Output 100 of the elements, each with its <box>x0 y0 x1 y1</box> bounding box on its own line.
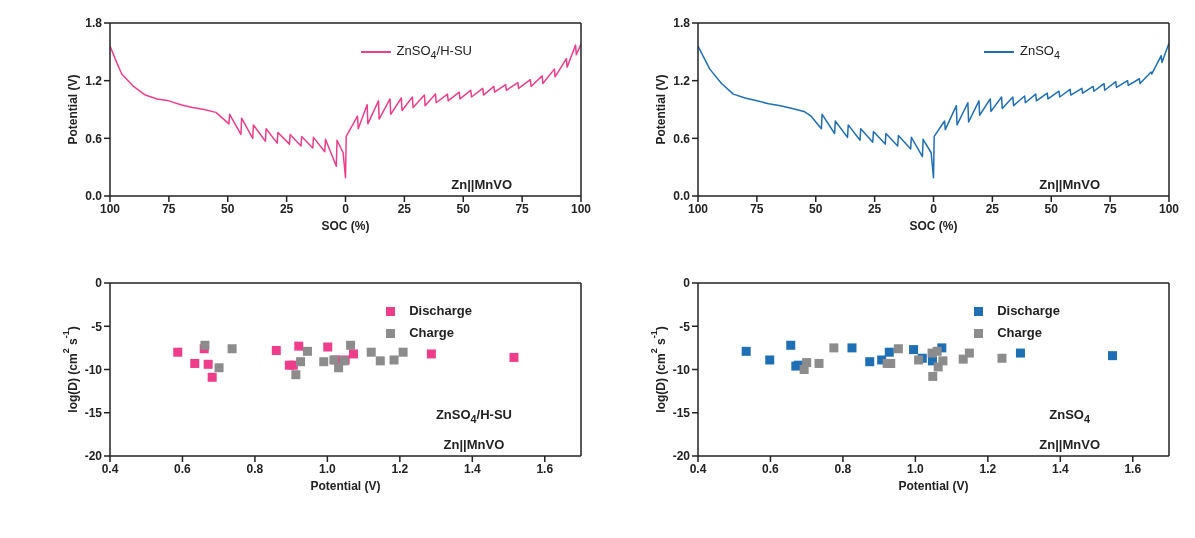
point <box>802 358 812 368</box>
legend-label: Discharge <box>997 303 1060 318</box>
point <box>302 346 312 356</box>
y-tick-label: 1.8 <box>673 16 691 31</box>
y-tick-label: 1.2 <box>673 73 691 88</box>
y-tick-label: 1.2 <box>85 73 103 88</box>
point <box>398 347 408 357</box>
legend-label: Discharge <box>409 303 472 318</box>
legend-label: Charge <box>997 325 1042 340</box>
point <box>346 340 356 350</box>
point <box>375 356 385 366</box>
y-tick-label: -15 <box>672 406 691 421</box>
x-tick-label: 0.4 <box>689 461 707 476</box>
x-tick-label: 1.6 <box>536 461 554 476</box>
point <box>964 348 974 358</box>
legend-label: ZnSO$_{4}$/H-SU <box>396 43 472 61</box>
y-tick-label: 0.0 <box>673 189 691 204</box>
x-tick-label: 1.2 <box>979 461 997 476</box>
legend-label: Charge <box>409 325 454 340</box>
x-tick-label: 0 <box>342 201 350 216</box>
x-axis-title: Potential (V) <box>898 479 969 493</box>
point <box>938 356 948 366</box>
x-tick-label: 25 <box>985 201 1000 216</box>
x-tick-label: 100 <box>99 201 121 216</box>
x-axis-title: Potential (V) <box>310 479 381 493</box>
point <box>909 345 919 355</box>
x-tick-label: 0.8 <box>246 461 264 476</box>
line-series <box>110 43 581 179</box>
x-tick-label: 25 <box>867 201 882 216</box>
x-tick-label: 1.2 <box>391 461 409 476</box>
y-axis-title: Potential (V) <box>653 74 668 145</box>
y-tick-label: -5 <box>679 319 691 334</box>
x-tick-label: 75 <box>162 201 176 216</box>
x-tick-label: 0.6 <box>762 461 780 476</box>
y-tick-label: 0.6 <box>85 131 103 146</box>
legend-label: ZnSO$_{4}$ <box>1020 43 1060 61</box>
point <box>296 357 306 367</box>
x-tick-label: 100 <box>1158 201 1180 216</box>
point <box>271 345 281 355</box>
point <box>741 346 751 356</box>
x-tick-label: 1.4 <box>1051 461 1069 476</box>
point <box>200 340 210 350</box>
point <box>884 347 894 357</box>
x-tick-label: 75 <box>515 201 530 216</box>
point <box>389 355 399 365</box>
x-tick-label: 75 <box>1103 201 1118 216</box>
point <box>786 340 796 350</box>
point <box>765 355 775 365</box>
point <box>366 347 376 357</box>
x-tick-label: 0.8 <box>834 461 852 476</box>
y-tick-label: -15 <box>84 406 103 421</box>
point <box>1015 348 1025 358</box>
point <box>509 352 519 362</box>
x-tick-label: 1.0 <box>319 461 337 476</box>
point <box>829 343 839 353</box>
y-tick-label: -5 <box>91 319 103 334</box>
point <box>893 344 903 354</box>
point <box>323 342 333 352</box>
y-tick-label: 0 <box>95 276 103 291</box>
annotation: ZnSO$_{4}$ <box>1048 406 1091 427</box>
point <box>814 358 824 368</box>
point <box>886 358 896 368</box>
x-axis-title: SOC (%) <box>321 219 370 233</box>
point <box>426 349 436 359</box>
x-tick-label: 25 <box>397 201 412 216</box>
point <box>997 353 1007 363</box>
point <box>334 363 344 373</box>
point <box>227 344 237 354</box>
x-tick-label: 1.0 <box>907 461 925 476</box>
x-tick-label: 100 <box>570 201 592 216</box>
x-tick-label: 25 <box>279 201 294 216</box>
x-tick-label: 100 <box>687 201 709 216</box>
x-tick-label: 50 <box>1044 201 1059 216</box>
y-tick-label: 0.6 <box>673 131 691 146</box>
point <box>319 357 329 367</box>
x-tick-label: 1.4 <box>463 461 481 476</box>
y-tick-label: -20 <box>84 449 103 464</box>
x-tick-label: 0.4 <box>101 461 119 476</box>
x-tick-label: 50 <box>809 201 823 216</box>
point <box>865 357 875 367</box>
x-tick-label: 50 <box>221 201 235 216</box>
annotation: Zn||MnVO <box>1039 436 1100 454</box>
y-tick-label: 1.8 <box>85 16 103 31</box>
y-axis-title: Potential (V) <box>65 74 80 145</box>
point <box>190 358 200 368</box>
point <box>207 372 217 382</box>
y-tick-label: 0 <box>683 276 691 291</box>
point <box>294 341 304 351</box>
y-tick-label: 0.0 <box>85 189 103 204</box>
x-tick-label: 75 <box>750 201 764 216</box>
point <box>348 349 358 359</box>
y-tick-label: -10 <box>84 362 103 377</box>
x-tick-label: 1.6 <box>1124 461 1142 476</box>
y-tick-label: -10 <box>672 362 691 377</box>
annotation: Zn||MnVO <box>451 176 512 194</box>
x-tick-label: 0 <box>930 201 938 216</box>
point <box>847 343 857 353</box>
point <box>173 347 183 357</box>
x-tick-label: 50 <box>456 201 471 216</box>
point <box>203 359 213 369</box>
